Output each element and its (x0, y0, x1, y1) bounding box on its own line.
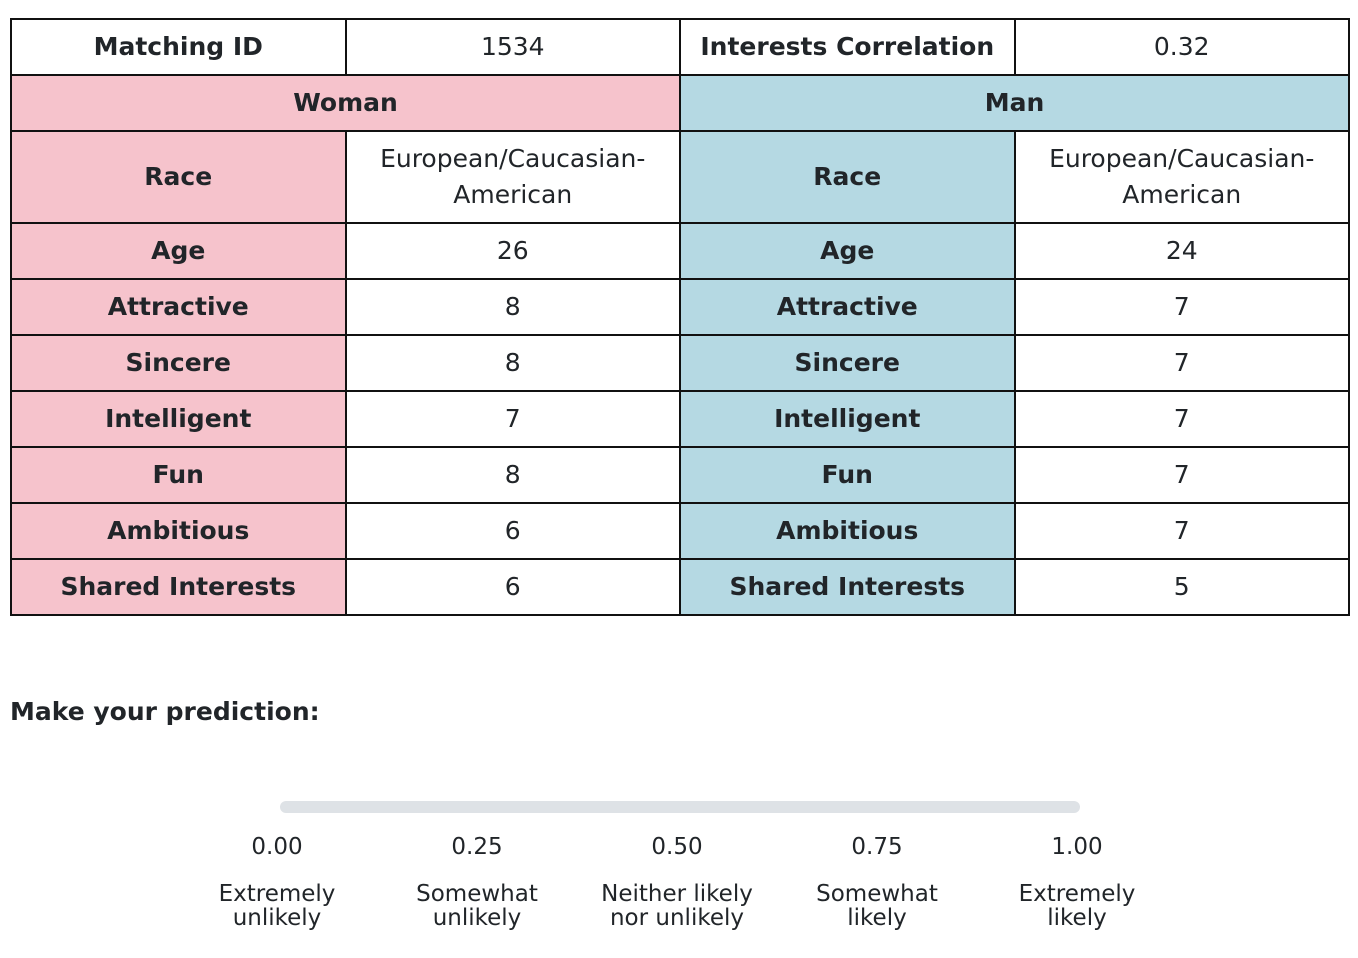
woman-race-value: European/Caucasian-American (344, 130, 681, 224)
tick-value: 1.00 (1051, 834, 1103, 860)
interests-correlation-value: 0.32 (1013, 18, 1350, 76)
woman-sincere-label: Sincere (10, 334, 347, 392)
woman-intelligent-value: 7 (344, 390, 681, 448)
table-row: Attractive 8 Attractive 7 (10, 278, 1350, 336)
man-age-value: 24 (1013, 222, 1350, 280)
gender-header-row: Woman Man (10, 74, 1350, 132)
table-row: Race European/Caucasian-American Race Eu… (10, 130, 1350, 224)
woman-shared-interests-value: 6 (344, 558, 681, 616)
tick-label: Extremely unlikely (218, 881, 336, 931)
tick-label: Somewhat unlikely (416, 881, 538, 931)
tick-0-25[interactable]: 0.25 Somewhat unlikely (377, 834, 577, 930)
man-attractive-value: 7 (1013, 278, 1350, 336)
woman-sincere-value: 8 (344, 334, 681, 392)
tick-0-75[interactable]: 0.75 Somewhat likely (777, 834, 977, 930)
matching-id-label: Matching ID (10, 18, 347, 76)
woman-race-label: Race (10, 130, 347, 224)
prediction-prompt: Make your prediction: (10, 697, 320, 726)
man-race-value: European/Caucasian-American (1013, 130, 1350, 224)
header-row: Matching ID 1534 Interests Correlation 0… (10, 18, 1350, 76)
woman-fun-label: Fun (10, 446, 347, 504)
tick-0-50[interactable]: 0.50 Neither likely nor unlikely (577, 834, 777, 930)
interests-correlation-label: Interests Correlation (679, 18, 1016, 76)
man-fun-label: Fun (679, 446, 1016, 504)
tick-label: Somewhat likely (816, 881, 938, 931)
man-header: Man (679, 74, 1350, 132)
man-ambitious-label: Ambitious (679, 502, 1016, 560)
woman-attractive-label: Attractive (10, 278, 347, 336)
tick-value: 0.25 (451, 834, 503, 860)
tick-0-00[interactable]: 0.00 Extremely unlikely (177, 834, 377, 930)
tick-label: Neither likely nor unlikely (601, 881, 753, 931)
man-shared-interests-label: Shared Interests (679, 558, 1016, 616)
man-intelligent-value: 7 (1013, 390, 1350, 448)
woman-age-label: Age (10, 222, 347, 280)
table-row: Ambitious 6 Ambitious 7 (10, 502, 1350, 560)
man-age-label: Age (679, 222, 1016, 280)
table-row: Sincere 8 Sincere 7 (10, 334, 1350, 392)
man-shared-interests-value: 5 (1013, 558, 1350, 616)
tick-1-00[interactable]: 1.00 Extremely likely (977, 834, 1177, 930)
tick-label: Extremely likely (1018, 881, 1136, 931)
woman-header: Woman (10, 74, 681, 132)
man-sincere-label: Sincere (679, 334, 1016, 392)
man-ambitious-value: 7 (1013, 502, 1350, 560)
man-race-label: Race (679, 130, 1016, 224)
woman-intelligent-label: Intelligent (10, 390, 347, 448)
man-attractive-label: Attractive (679, 278, 1016, 336)
matching-id-value: 1534 (344, 18, 681, 76)
man-intelligent-label: Intelligent (679, 390, 1016, 448)
woman-age-value: 26 (344, 222, 681, 280)
woman-fun-value: 8 (344, 446, 681, 504)
table-row: Intelligent 7 Intelligent 7 (10, 390, 1350, 448)
table-row: Age 26 Age 24 (10, 222, 1350, 280)
man-fun-value: 7 (1013, 446, 1350, 504)
table-row: Shared Interests 6 Shared Interests 5 (10, 558, 1350, 616)
prediction-slider[interactable] (280, 801, 1080, 813)
woman-attractive-value: 8 (344, 278, 681, 336)
woman-shared-interests-label: Shared Interests (10, 558, 347, 616)
profile-table: Matching ID 1534 Interests Correlation 0… (10, 18, 1350, 616)
tick-value: 0.50 (651, 834, 703, 860)
woman-ambitious-value: 6 (344, 502, 681, 560)
woman-ambitious-label: Ambitious (10, 502, 347, 560)
tick-value: 0.00 (251, 834, 303, 860)
table-row: Fun 8 Fun 7 (10, 446, 1350, 504)
man-sincere-value: 7 (1013, 334, 1350, 392)
tick-value: 0.75 (851, 834, 903, 860)
